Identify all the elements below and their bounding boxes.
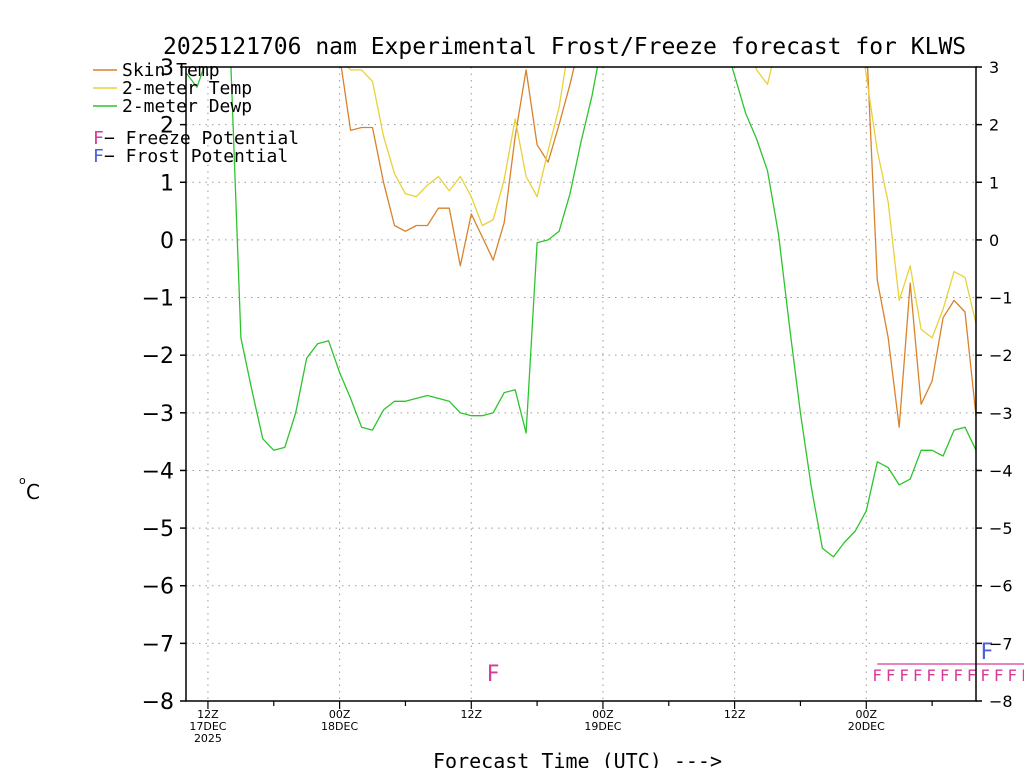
legend-mark-label: − Freeze Potential [104, 128, 299, 149]
y-tick-label-left: −5 [142, 517, 174, 542]
y-tick-label-right: −7 [989, 634, 1013, 653]
y-tick-label-right: −2 [989, 346, 1013, 365]
x-tick-label: 19DEC [584, 720, 621, 733]
x-tick-label: 00Z [329, 708, 351, 721]
y-tick-label-right: 0 [989, 231, 999, 250]
y-tick-label-left: −8 [142, 690, 174, 715]
y-tick-label-right: 2 [989, 116, 999, 135]
y-tick-label-right: −8 [989, 692, 1013, 711]
frost-potential-mark: F [981, 640, 994, 665]
x-tick-label: 00Z [856, 708, 878, 721]
y-axis-unit-label: o C [19, 474, 40, 504]
chart-title: 2025121706 nam Experimental Frost/Freeze… [163, 34, 966, 60]
x-tick-label: 20DEC [848, 720, 885, 733]
freeze-potential-mark: F [994, 666, 1003, 685]
y-tick-label-left: −2 [142, 344, 174, 369]
y-tick-label-left: 1 [160, 171, 174, 196]
grid-lines [186, 67, 976, 701]
freeze-potential-mark: F [981, 666, 990, 685]
legend-entry-label: 2-meter Dewp [122, 96, 252, 117]
freeze-potential-mark: F [1021, 666, 1024, 685]
freeze-potential-mark: F [913, 666, 922, 685]
freeze-potential-mark: F [967, 666, 976, 685]
y-axis-unit-degree: o [19, 474, 26, 487]
y-tick-label-left: −4 [142, 459, 174, 484]
freeze-potential-mark: F [1008, 666, 1017, 685]
y-tick-label-right: −3 [989, 404, 1013, 423]
freeze-potential-mark: F [954, 666, 963, 685]
y-tick-label-left: 0 [160, 229, 174, 254]
y-tick-label-right: −5 [989, 519, 1013, 538]
series-line-2-meter-dewp [186, 67, 976, 558]
y-axis-unit-letter: C [26, 480, 40, 504]
legend-mark-label: − Frost Potential [104, 146, 288, 167]
x-tick-label: 12Z [724, 708, 746, 721]
x-axis-label: Forecast Time (UTC) ---> [433, 749, 722, 768]
y-tick-label-right: 3 [989, 58, 999, 77]
y-tick-label-left: −1 [142, 287, 174, 312]
x-tick-label: 18DEC [321, 720, 358, 733]
x-tick-label: 00Z [592, 708, 614, 721]
y-tick-label-left: −3 [142, 402, 174, 427]
y-tick-label-left: −6 [142, 575, 174, 600]
legend-mark-symbol: F [93, 128, 104, 149]
freeze-potential-mark: F [487, 662, 500, 687]
y-tick-label-left: 2 [160, 114, 174, 139]
x-tick-label: 12Z [461, 708, 483, 721]
y-tick-label-right: −6 [989, 577, 1013, 596]
x-tick-label: 12Z [197, 708, 219, 721]
freeze-potential-mark: F [886, 666, 895, 685]
freeze-potential-mark: F [900, 666, 909, 685]
y-tick-label-right: −4 [989, 461, 1013, 480]
legend-mark-symbol: F [93, 146, 104, 167]
x-tick-label: 2025 [194, 732, 222, 745]
freeze-potential-mark: F [927, 666, 936, 685]
y-tick-label-left: 3 [160, 56, 174, 81]
legend-entry-label: Skin Temp [122, 60, 220, 81]
y-tick-label-left: −7 [142, 632, 174, 657]
freeze-potential-mark: F [873, 666, 882, 685]
series-line-skin-temp [340, 67, 976, 428]
y-tick-label-right: −1 [989, 289, 1013, 308]
legend-entry-label: 2-meter Temp [122, 78, 252, 99]
plot-frame [185, 66, 977, 702]
x-tick-label: 17DEC [189, 720, 226, 733]
y-tick-label-right: 1 [989, 173, 999, 192]
freeze-potential-mark: F [940, 666, 949, 685]
series-line-2-meter-temp [346, 67, 976, 339]
